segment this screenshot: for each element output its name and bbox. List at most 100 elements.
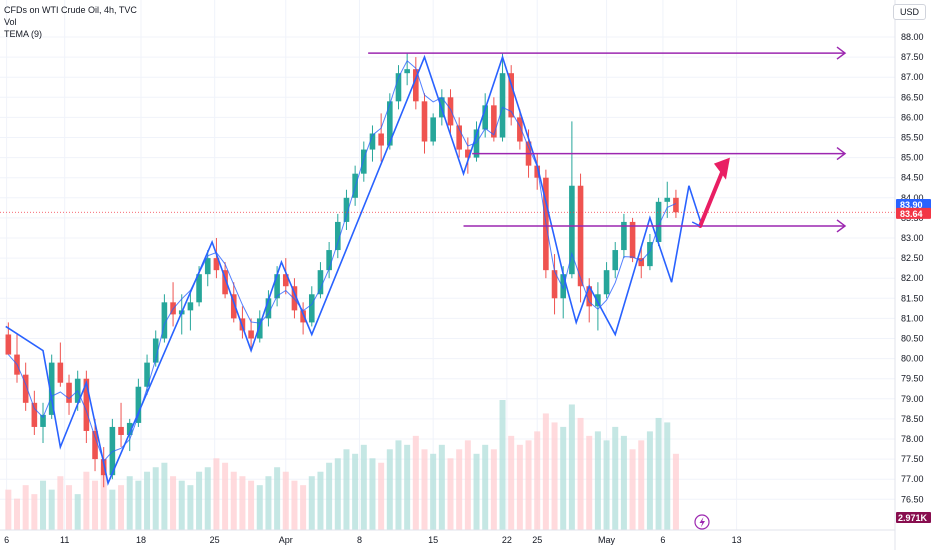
price-tick-label: 84.50 xyxy=(901,173,924,183)
symbol-title[interactable]: CFDs on WTI Crude Oil, 4h, TVC xyxy=(4,5,137,15)
price-tick-label: 79.50 xyxy=(901,374,924,384)
volume-bar xyxy=(525,440,532,530)
candle-body xyxy=(92,430,98,460)
time-axis[interactable]: 6 11 18 25 Apr 8 15 22 25 May 6 13 xyxy=(0,529,895,545)
horizontal-level-arrows xyxy=(368,46,847,233)
volume-bar xyxy=(126,476,133,530)
volume-bar xyxy=(326,462,333,530)
volume-bar xyxy=(369,458,376,530)
time-tick-label: 13 xyxy=(732,535,742,545)
candle-body xyxy=(222,270,228,295)
candle-body xyxy=(508,73,514,118)
candle-body xyxy=(126,422,133,435)
price-tick-label: 80.00 xyxy=(901,354,924,364)
volume-bar xyxy=(265,476,272,530)
candle-body xyxy=(152,338,159,363)
last-price-badge-bg xyxy=(896,207,931,219)
candle-body xyxy=(456,125,462,150)
volume-bar xyxy=(22,485,29,530)
volume-bar xyxy=(447,458,454,530)
tema-polyline xyxy=(7,59,677,462)
volume-bar xyxy=(213,458,220,530)
candle-body xyxy=(22,374,29,403)
volume-bar xyxy=(672,453,679,530)
volume-bar xyxy=(568,404,575,530)
candle-body xyxy=(308,294,315,323)
volume-bar xyxy=(516,444,523,530)
candle-body xyxy=(31,402,38,427)
volume-bar xyxy=(239,476,246,530)
time-tick-label: 11 xyxy=(60,535,69,545)
volume-bar xyxy=(655,417,662,530)
volume-bar xyxy=(378,462,385,530)
candle-body xyxy=(647,242,653,267)
volume-bar xyxy=(222,462,229,530)
volume-bar xyxy=(248,480,255,530)
candle-body xyxy=(230,294,237,319)
price-tick-label: 78.00 xyxy=(901,434,924,444)
candle-body xyxy=(378,133,384,146)
volume-bar xyxy=(638,440,645,530)
price-tick-label: 87.00 xyxy=(901,72,924,82)
volume-bar xyxy=(360,444,367,530)
price-tick-label: 82.50 xyxy=(901,253,924,263)
candle-body xyxy=(282,274,289,287)
candle-body xyxy=(40,414,46,427)
volume-bar xyxy=(274,467,281,530)
zigzag-polyline xyxy=(5,54,703,486)
chart-grid xyxy=(0,0,895,530)
volume-bar xyxy=(31,494,38,530)
volume-bar xyxy=(404,444,411,530)
candle-body xyxy=(638,258,645,267)
volume-bar xyxy=(386,449,393,530)
volume-bar xyxy=(152,467,159,530)
candle-body xyxy=(664,197,671,202)
volume-bar xyxy=(438,444,445,530)
price-axis[interactable]: 88.00 87.50 87.00 86.50 86.00 85.50 85.00 84.50… xyxy=(894,0,924,550)
tema-indicator-label[interactable]: TEMA (9) xyxy=(4,29,43,39)
lightning-icon[interactable] xyxy=(694,514,710,530)
candle-body xyxy=(473,129,480,158)
candle-body xyxy=(387,101,393,146)
volume-bar xyxy=(464,440,471,530)
volume-bar xyxy=(620,435,627,530)
candle-body xyxy=(291,286,298,311)
volume-bar xyxy=(612,426,619,530)
volume-badge-bg xyxy=(896,512,931,523)
volume-bar xyxy=(343,449,350,530)
candle-body xyxy=(577,185,584,287)
candle-body xyxy=(612,250,619,271)
volume-bar xyxy=(473,453,480,530)
candle-body xyxy=(83,378,90,431)
price-tick-label: 77.50 xyxy=(901,454,924,464)
volume-bar xyxy=(40,480,47,530)
price-tick-label: 86.50 xyxy=(901,92,924,102)
volume-bar xyxy=(430,453,437,530)
currency-button[interactable]: USD xyxy=(892,4,926,20)
candle-body xyxy=(248,330,254,339)
projection-arrow xyxy=(691,157,730,228)
price-tick-label: 80.50 xyxy=(901,334,924,344)
volume-bar xyxy=(542,413,549,530)
candle-body xyxy=(57,362,64,383)
candle-body xyxy=(491,105,497,138)
volume-bar xyxy=(577,417,584,530)
time-tick-label: 25 xyxy=(532,535,542,545)
price-tick-label: 85.00 xyxy=(901,153,924,163)
price-tick-label: 88.00 xyxy=(901,32,924,42)
volume-bar xyxy=(57,476,64,530)
volume-bar xyxy=(187,485,194,530)
volume-bar xyxy=(334,458,341,530)
volume-bar xyxy=(594,431,601,530)
price-tick-label: 83.00 xyxy=(901,233,924,243)
price-tick-label: 81.50 xyxy=(901,293,924,303)
volume-bar xyxy=(48,489,55,530)
level-arrowhead xyxy=(836,146,847,161)
volume-bar xyxy=(421,449,428,530)
price-tick-label: 82.00 xyxy=(901,273,924,283)
volume-indicator-label[interactable]: Vol xyxy=(4,17,17,27)
level-arrowhead xyxy=(836,46,847,60)
candle-body xyxy=(621,221,627,251)
